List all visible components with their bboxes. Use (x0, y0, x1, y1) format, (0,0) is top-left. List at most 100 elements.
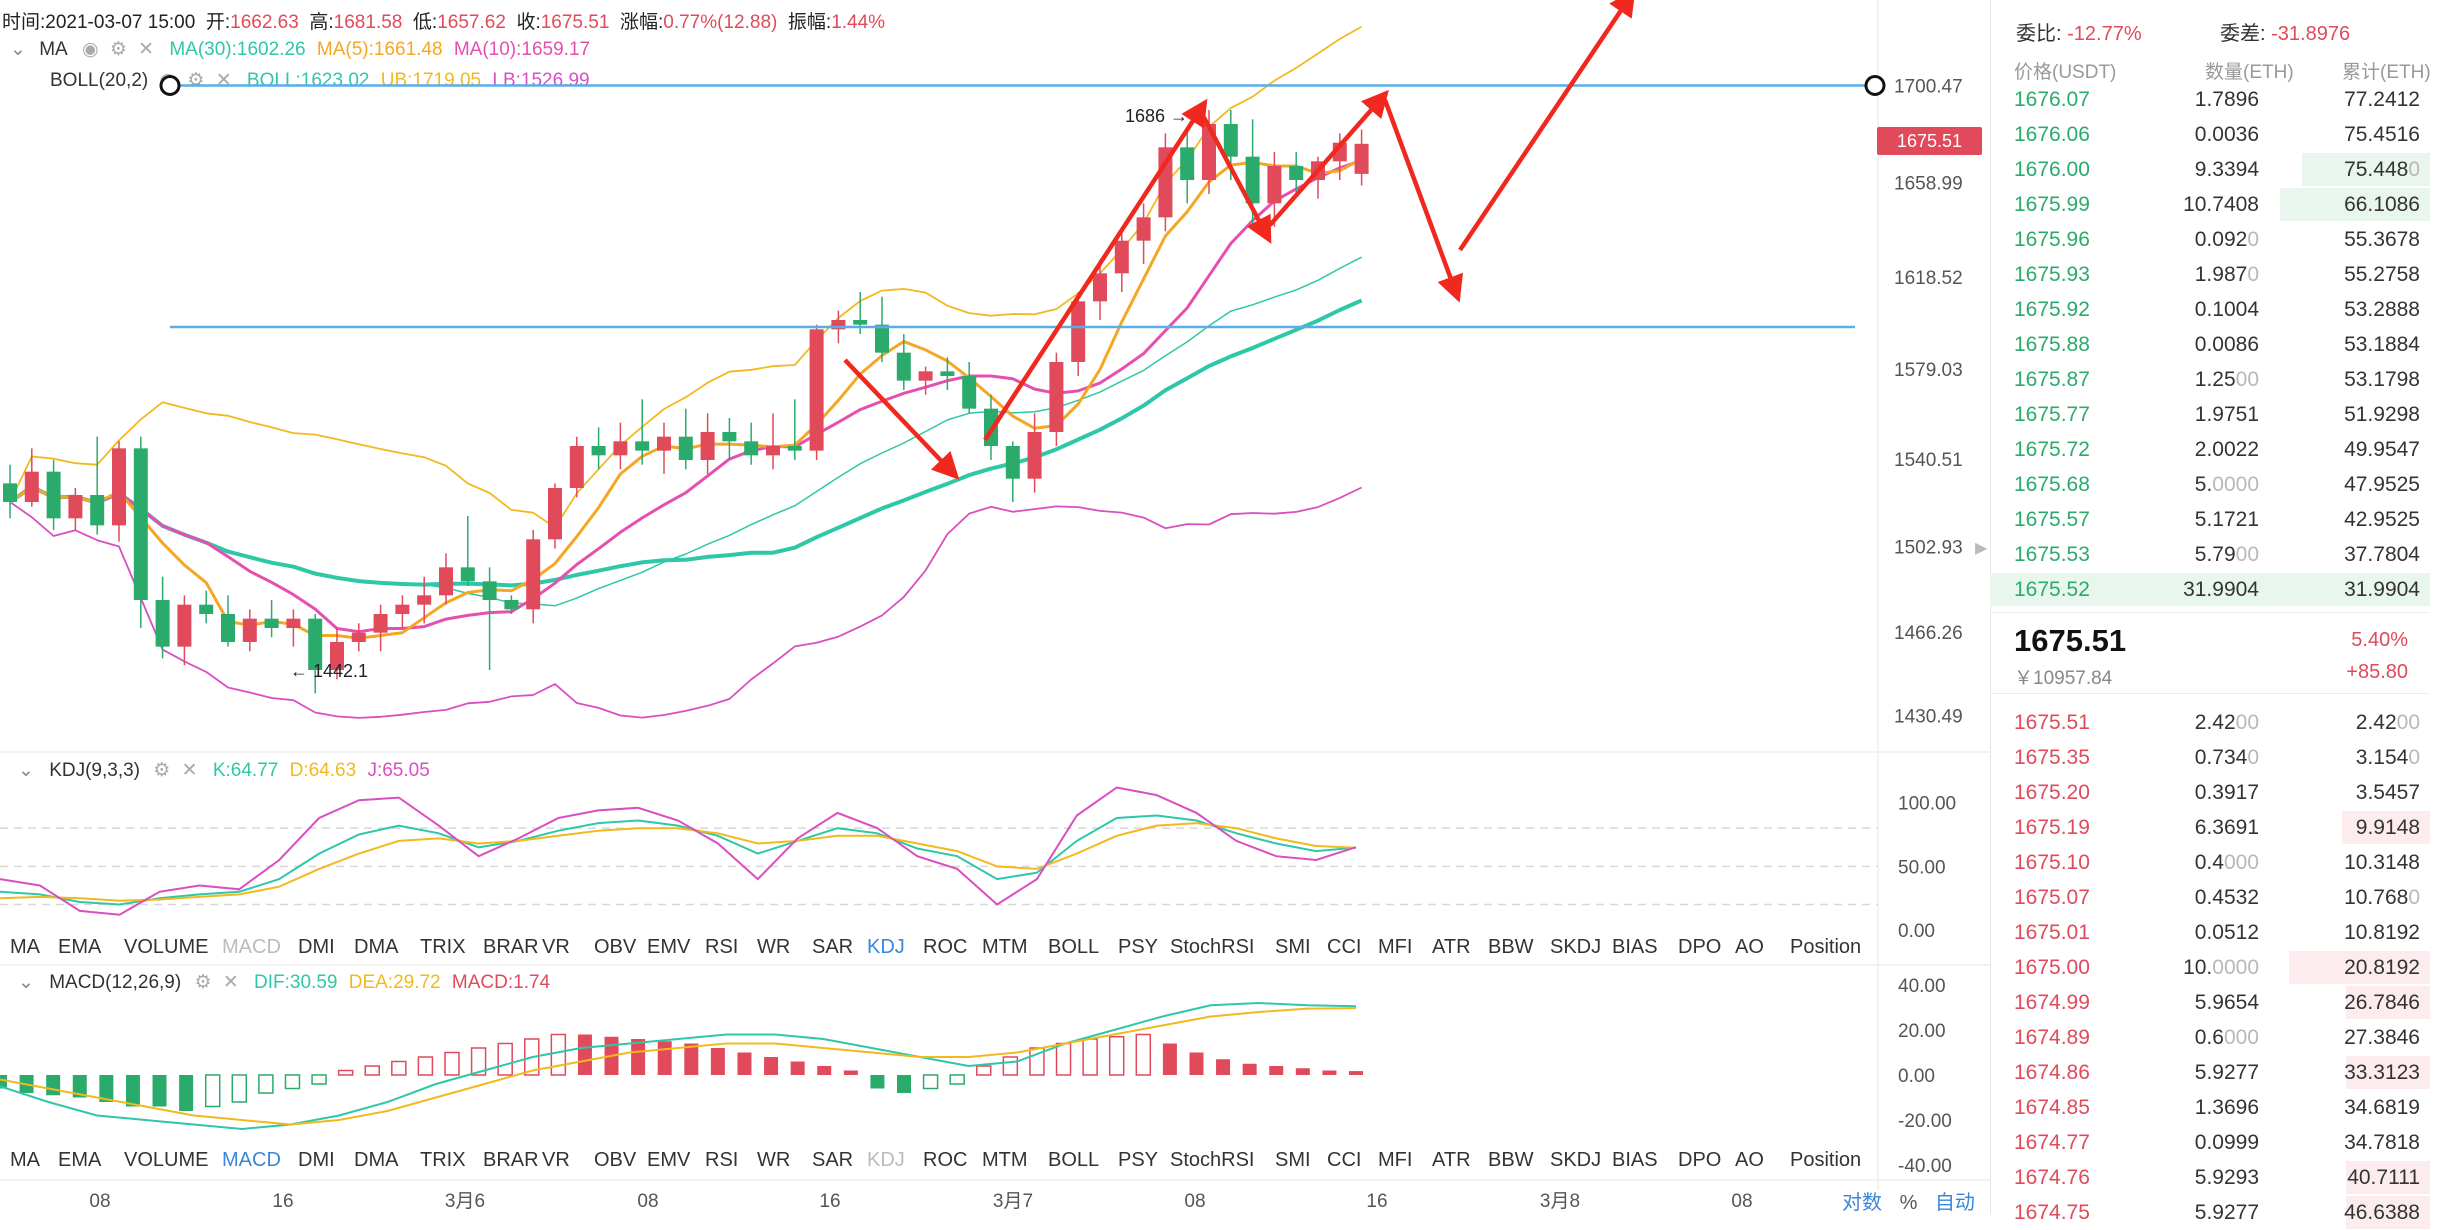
ask-row[interactable]: 1674.99 5.9654 26.7846 (1990, 985, 2430, 1020)
indicator-tab-vr[interactable]: VR (542, 936, 570, 958)
close-icon[interactable]: ✕ (222, 972, 239, 993)
indicator-tab-wr[interactable]: WR (757, 1149, 791, 1171)
bid-row[interactable]: 1675.53 5.7900 37.7804 (1990, 537, 2430, 572)
bid-row[interactable]: 1675.57 5.1721 42.9525 (1990, 502, 2430, 537)
indicator-tab-mfi[interactable]: MFI (1378, 936, 1413, 958)
indicator-tab-cci[interactable]: CCI (1327, 1149, 1362, 1171)
bid-row[interactable]: 1675.68 5.0000 47.9525 (1990, 467, 2430, 502)
indicator-tab-smi[interactable]: SMI (1275, 936, 1311, 958)
indicator-tab-emv[interactable]: EMV (647, 1149, 691, 1171)
bid-row[interactable]: 1675.93 1.9870 55.2758 (1990, 257, 2430, 292)
indicator-tab-roc[interactable]: ROC (923, 1149, 968, 1171)
indicator-tab-ma[interactable]: MA (10, 936, 40, 958)
bid-row[interactable]: 1675.87 1.2500 53.1798 (1990, 362, 2430, 397)
indicator-tab-dma[interactable]: DMA (354, 936, 399, 958)
indicator-tab-ao[interactable]: AO (1735, 936, 1764, 958)
indicator-tab-ma[interactable]: MA (10, 1149, 40, 1171)
indicator-tab-cci[interactable]: CCI (1327, 936, 1362, 958)
indicator-tab-volume[interactable]: VOLUME (124, 1149, 209, 1171)
ask-row[interactable]: 1674.76 5.9293 40.7111 (1990, 1160, 2430, 1195)
indicator-tab-sar[interactable]: SAR (812, 936, 854, 958)
log-scale-button[interactable]: 对数 (1842, 1192, 1882, 1214)
indicator-tab-skdj[interactable]: SKDJ (1550, 1149, 1602, 1171)
indicator-tab-position[interactable]: Position (1790, 1149, 1862, 1171)
indicator-tab-wr[interactable]: WR (757, 936, 791, 958)
indicator-tab-macd[interactable]: MACD (222, 1149, 281, 1171)
ask-row[interactable]: 1675.07 0.4532 10.7680 (1990, 880, 2430, 915)
indicator-tab-sar[interactable]: SAR (812, 1149, 854, 1171)
ask-row[interactable]: 1674.77 0.0999 34.7818 (1990, 1125, 2430, 1160)
bid-row[interactable]: 1676.00 9.3394 75.4480 (1990, 152, 2430, 187)
indicator-tab-rsi[interactable]: RSI (705, 936, 739, 958)
bid-row[interactable]: 1676.06 0.0036 75.4516 (1990, 117, 2430, 152)
main-chart-svg[interactable]: 1700.47 1658.99 1618.52 1579.03 1540.51 1502.… (0, 0, 1990, 1214)
indicator-tab-obv[interactable]: OBV (594, 1149, 637, 1171)
bid-row[interactable]: 1675.77 1.9751 51.9298 (1990, 397, 2430, 432)
bid-row[interactable]: 1675.88 0.0086 53.1884 (1990, 327, 2430, 362)
indicator-tab-dmi[interactable]: DMI (298, 1149, 335, 1171)
indicator-tab-atr[interactable]: ATR (1432, 936, 1471, 958)
ask-row[interactable]: 1674.89 0.6000 27.3846 (1990, 1020, 2430, 1055)
indicator-tab-macd[interactable]: MACD (222, 936, 281, 958)
ask-row[interactable]: 1675.51 2.4200 2.4200 (1990, 705, 2430, 740)
bid-row[interactable]: 1676.07 1.7896 77.2412 (1990, 82, 2430, 117)
indicator-tab-atr[interactable]: ATR (1432, 1149, 1471, 1171)
indicator-tab-kdj[interactable]: KDJ (867, 936, 905, 958)
indicator-tab-roc[interactable]: ROC (923, 936, 968, 958)
indicator-tab-mtm[interactable]: MTM (982, 1149, 1028, 1171)
bid-row[interactable]: 1675.72 2.0022 49.9547 (1990, 432, 2430, 467)
ask-row[interactable]: 1675.19 6.3691 9.9148 (1990, 810, 2430, 845)
ask-row[interactable]: 1674.86 5.9277 33.3123 (1990, 1055, 2430, 1090)
indicator-tab-boll[interactable]: BOLL (1048, 1149, 1100, 1171)
indicator-tab-kdj[interactable]: KDJ (867, 1149, 905, 1171)
indicator-tab-psy[interactable]: PSY (1118, 1149, 1159, 1171)
bid-row[interactable]: 1675.96 0.0920 55.3678 (1990, 222, 2430, 257)
settings-icon[interactable]: ⚙ (194, 972, 212, 993)
bid-row[interactable]: 1675.52 31.9904 31.9904 (1990, 572, 2430, 607)
indicator-tab-stochrsi[interactable]: StochRSI (1170, 936, 1255, 958)
settings-icon[interactable]: ⚙ (153, 760, 171, 781)
bid-row[interactable]: 1675.99 10.7408 66.1086 (1990, 187, 2430, 222)
ask-row[interactable]: 1675.00 10.0000 20.8192 (1990, 950, 2430, 985)
indicator-tab-psy[interactable]: PSY (1118, 936, 1159, 958)
percent-scale-button[interactable]: % (1899, 1192, 1918, 1214)
indicator-tab-ema[interactable]: EMA (58, 1149, 102, 1171)
ask-row[interactable]: 1675.01 0.0512 10.8192 (1990, 915, 2430, 950)
close-icon[interactable]: ✕ (181, 760, 198, 781)
indicator-tab-bias[interactable]: BIAS (1612, 936, 1658, 958)
close-icon[interactable]: ✕ (138, 39, 155, 60)
ask-row[interactable]: 1675.10 0.4000 10.3148 (1990, 845, 2430, 880)
ask-row[interactable]: 1674.85 1.3696 34.6819 (1990, 1090, 2430, 1125)
panel-collapse-handle[interactable]: ▶ (1975, 540, 1988, 557)
auto-scale-button[interactable]: 自动 (1934, 1192, 1975, 1214)
indicator-tab-bbw[interactable]: BBW (1488, 936, 1534, 958)
eye-icon[interactable]: ◉ (81, 39, 99, 60)
chart-area[interactable]: 时间:2021-03-07 15:00 开:1662.63 高:1681.58 … (0, 0, 1990, 1214)
indicator-tab-stochrsi[interactable]: StochRSI (1170, 1149, 1255, 1171)
indicator-tab-brar[interactable]: BRAR (483, 1149, 539, 1171)
indicator-tab-vr[interactable]: VR (542, 1149, 570, 1171)
indicator-tab-bbw[interactable]: BBW (1488, 1149, 1534, 1171)
ask-row[interactable]: 1674.75 5.9277 46.6388 (1990, 1195, 2430, 1230)
indicator-tab-ao[interactable]: AO (1735, 1149, 1764, 1171)
settings-icon[interactable]: ⚙ (109, 39, 127, 60)
ask-row[interactable]: 1675.20 0.3917 3.5457 (1990, 775, 2430, 810)
ask-row[interactable]: 1675.35 0.7340 3.1540 (1990, 740, 2430, 775)
indicator-tab-dma[interactable]: DMA (354, 1149, 399, 1171)
collapse-chevron-icon[interactable]: ⌄ (10, 39, 26, 60)
indicator-tab-boll[interactable]: BOLL (1048, 936, 1100, 958)
indicator-tab-rsi[interactable]: RSI (705, 1149, 739, 1171)
indicator-tab-mfi[interactable]: MFI (1378, 1149, 1413, 1171)
indicator-tab-dpo[interactable]: DPO (1678, 936, 1722, 958)
indicator-tab-ema[interactable]: EMA (58, 936, 102, 958)
indicator-tab-skdj[interactable]: SKDJ (1550, 936, 1602, 958)
indicator-tab-bias[interactable]: BIAS (1612, 1149, 1658, 1171)
indicator-tab-dpo[interactable]: DPO (1678, 1149, 1722, 1171)
indicator-tab-obv[interactable]: OBV (594, 936, 637, 958)
collapse-chevron-icon[interactable]: ⌄ (18, 760, 34, 781)
indicator-tab-emv[interactable]: EMV (647, 936, 691, 958)
indicator-tab-position[interactable]: Position (1790, 936, 1862, 958)
collapse-chevron-icon[interactable]: ⌄ (18, 972, 34, 993)
indicator-tab-brar[interactable]: BRAR (483, 936, 539, 958)
bid-row[interactable]: 1675.92 0.1004 53.2888 (1990, 292, 2430, 327)
